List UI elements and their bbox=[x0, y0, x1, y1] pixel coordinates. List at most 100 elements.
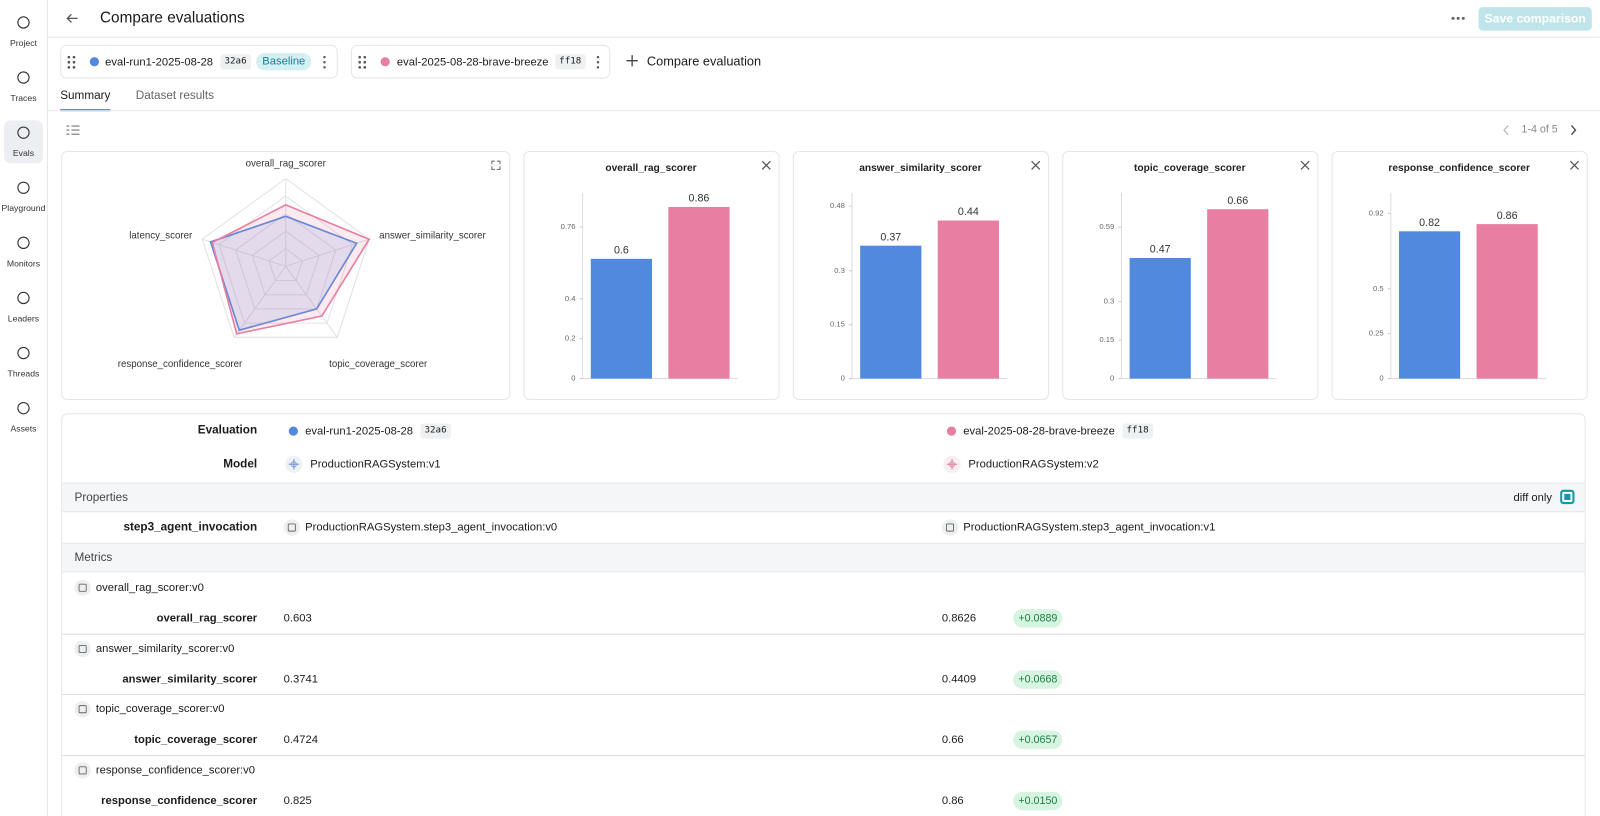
nav-item[interactable]: Playground bbox=[2, 176, 45, 219]
expand-icon[interactable] bbox=[491, 160, 501, 170]
back-arrow bbox=[66, 13, 78, 23]
diff-only-checkbox[interactable] bbox=[1560, 489, 1575, 505]
bar bbox=[1476, 224, 1538, 379]
icon-shape bbox=[78, 644, 87, 653]
close-icon bbox=[1569, 160, 1579, 170]
chip-menu[interactable] bbox=[322, 55, 326, 69]
radar-axis-label: latency_scorer bbox=[129, 231, 193, 242]
icon-bg bbox=[941, 519, 959, 536]
scorer-icon bbox=[74, 701, 91, 718]
icon-shape bbox=[78, 705, 87, 714]
sidebar: Project Traces Evals Playground Monitors Lead… bbox=[0, 0, 48, 816]
y-tick-label: 0.3 bbox=[834, 266, 845, 275]
bar-chart: response_confidence_scorer 0 0.25 0.5 0.92 0.… bbox=[1369, 160, 1579, 383]
nav-item[interactable]: Monitors bbox=[4, 231, 43, 274]
model-name: ProductionRAGSystem:v2 bbox=[968, 458, 1099, 471]
more-button[interactable] bbox=[1451, 14, 1465, 22]
metric-value: 0.66 bbox=[941, 733, 964, 747]
next-page[interactable] bbox=[1569, 124, 1577, 136]
save-comparison-button[interactable]: Save comparison bbox=[1478, 7, 1592, 31]
y-tick-label: 0.15 bbox=[1099, 335, 1114, 344]
nav-item[interactable]: Project bbox=[4, 10, 43, 53]
close-button[interactable] bbox=[1031, 160, 1041, 170]
nav-label: Traces bbox=[10, 92, 37, 104]
close-icon bbox=[1300, 160, 1310, 170]
close-button[interactable] bbox=[1300, 160, 1310, 170]
evaluation-hash: ff18 bbox=[555, 54, 586, 70]
close-icon bbox=[761, 160, 771, 170]
bar-chart: overall_rag_scorer 0 0.2 0.4 0.76 0.6 0.86 bbox=[561, 160, 771, 383]
color-dot bbox=[288, 426, 298, 436]
icon-shape bbox=[17, 401, 30, 415]
section-header: Metrics bbox=[62, 542, 1585, 573]
back-button[interactable] bbox=[65, 11, 79, 25]
nav-item[interactable]: Threads bbox=[4, 341, 43, 384]
radar-axis-label: answer_similarity_scorer bbox=[379, 231, 486, 242]
chip-menu[interactable] bbox=[596, 55, 600, 69]
y-tick-label: 0.48 bbox=[830, 201, 845, 210]
nav-icon bbox=[17, 16, 30, 29]
close-button[interactable] bbox=[761, 160, 771, 170]
group-divider bbox=[62, 754, 1585, 756]
nav-icon bbox=[17, 291, 30, 305]
evaluation-name: eval-2025-08-28-brave-breeze bbox=[963, 425, 1115, 438]
y-tick-label: 0.59 bbox=[1099, 222, 1114, 231]
radar-spoke bbox=[285, 238, 370, 267]
y-tick-label: 0.4 bbox=[565, 294, 576, 303]
row-label: Evaluation bbox=[197, 424, 258, 437]
nav-icon bbox=[17, 181, 30, 194]
evaluation-hash: ff18 bbox=[1122, 423, 1153, 439]
nav-label: Playground bbox=[1, 203, 46, 214]
nav-item[interactable]: Traces bbox=[4, 65, 43, 108]
evaluation-chip[interactable]: eval-2025-08-28-brave-breeze ff18 bbox=[351, 44, 611, 79]
bar-value-label: 0.82 bbox=[1419, 217, 1440, 229]
scorer-name: overall_rag_scorer:v0 bbox=[95, 581, 204, 594]
bar-value-label: 0.44 bbox=[958, 206, 979, 218]
icon-shape bbox=[78, 766, 87, 775]
y-tick-label: 0 bbox=[571, 374, 575, 383]
prev-page[interactable] bbox=[1502, 124, 1510, 136]
scorer-icon bbox=[74, 640, 91, 657]
evaluation-name: eval-2025-08-28-brave-breeze bbox=[396, 56, 549, 69]
scorer-name: response_confidence_scorer:v0 bbox=[95, 764, 256, 777]
property-name: step3_agent_invocation bbox=[123, 521, 258, 534]
dot bbox=[1451, 16, 1455, 20]
nav-item[interactable]: Assets bbox=[4, 396, 43, 439]
y-tick-label: 0.76 bbox=[561, 222, 576, 231]
bar-chart: topic_coverage_scorer 0 0.15 0.3 0.59 0.47 0.6… bbox=[1099, 160, 1310, 383]
op-icon bbox=[941, 519, 959, 536]
y-tick-label: 0 bbox=[841, 374, 845, 383]
nav-icon bbox=[17, 401, 30, 415]
metric-name: answer_similarity_scorer bbox=[122, 673, 258, 686]
bar bbox=[937, 220, 999, 379]
op-icon bbox=[283, 519, 300, 536]
icon-bg bbox=[74, 701, 91, 718]
layout-toggle[interactable] bbox=[66, 124, 80, 135]
scorer-icon bbox=[74, 762, 91, 779]
checkbox-fill bbox=[1564, 493, 1571, 500]
radar-axis-label: topic_coverage_scorer bbox=[329, 359, 428, 370]
nav-item[interactable]: Leaders bbox=[4, 286, 43, 329]
diff-badge: +0.0889 bbox=[1013, 609, 1063, 628]
tabs-divider bbox=[46, 110, 1600, 112]
diff-badge: +0.0657 bbox=[1013, 730, 1063, 750]
nav-icon bbox=[17, 71, 30, 84]
drag-handle bbox=[358, 55, 367, 69]
bar-value-label: 0.6 bbox=[614, 245, 629, 257]
tab[interactable]: Dataset results bbox=[135, 89, 214, 103]
tab[interactable]: Summary bbox=[60, 88, 111, 112]
nav-label: Evals bbox=[12, 147, 35, 159]
scorer-icon bbox=[74, 579, 91, 596]
close-button[interactable] bbox=[1569, 160, 1579, 170]
nav-item[interactable]: Evals bbox=[4, 120, 43, 164]
radar-spoke bbox=[202, 238, 286, 267]
icon-shape bbox=[17, 236, 30, 250]
bar-card: response_confidence_scorer 0 0.25 0.5 0.92 0.… bbox=[1331, 151, 1588, 400]
bar-value-label: 0.86 bbox=[1497, 210, 1518, 222]
metric-value: 0.825 bbox=[283, 794, 312, 807]
evaluation-chip[interactable]: eval-run1-2025-08-28 32a6 Baseline bbox=[60, 44, 338, 79]
compare-evaluation-button[interactable]: Compare evaluation bbox=[646, 54, 762, 69]
